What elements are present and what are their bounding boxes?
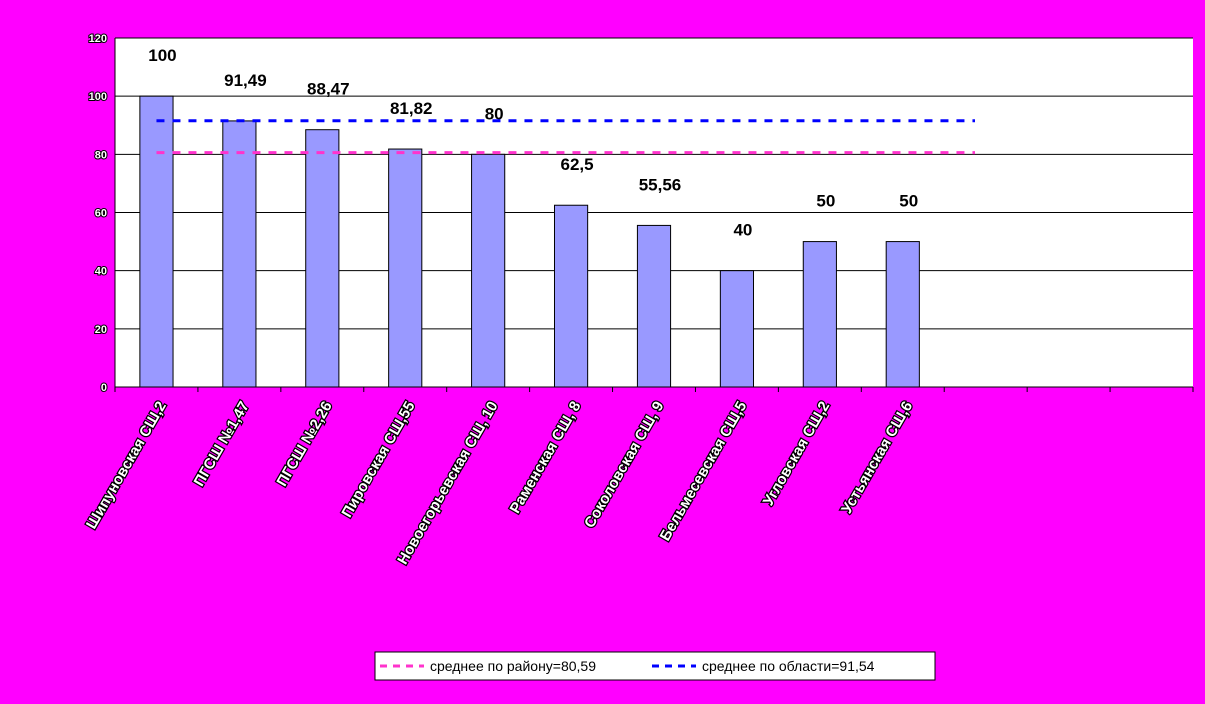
x-tick-label: Пировская СШ,55 — [338, 399, 418, 521]
bar — [802, 241, 837, 388]
x-tick-label: Раменская СШ, 8 — [507, 399, 585, 517]
y-tick-label: 0 — [101, 382, 107, 394]
x-tick-label: Бельмесевская СШ,5 — [657, 399, 751, 544]
x-tick-label: ПГСШ №2,26 — [274, 399, 336, 490]
value-label: 62,5 — [561, 155, 594, 174]
y-tick-label: 80 — [95, 149, 107, 161]
value-label: 40 — [733, 221, 752, 240]
y-tick-label: 100 — [89, 91, 107, 103]
x-tick-label: Новоегорьевская СШ, 10 — [394, 398, 501, 567]
bar — [139, 95, 174, 388]
x-tick-label: ПГСШ №1,47 — [191, 399, 253, 490]
bar — [222, 120, 257, 388]
bar — [885, 241, 920, 388]
bar — [471, 153, 506, 388]
bar — [553, 204, 589, 388]
bar — [388, 148, 423, 388]
bar — [719, 270, 755, 388]
value-label: 91,49 — [224, 71, 267, 90]
x-tick-label: Шипуновская СШ,2 — [83, 399, 170, 532]
y-tick-label: 60 — [95, 208, 107, 220]
y-tick-label: 20 — [95, 324, 107, 336]
value-label: 80 — [485, 104, 504, 123]
value-label: 88,47 — [307, 80, 350, 99]
x-tick-label: Угловская СШ,2 — [760, 399, 833, 509]
x-tick-label: Устьянская СШ,6 — [838, 399, 916, 517]
value-label: 50 — [899, 192, 918, 211]
value-label: 50 — [816, 192, 835, 211]
value-label: 100 — [148, 46, 176, 65]
y-tick-label: 40 — [95, 266, 107, 278]
x-tick-label: Соколовская СШ, 9 — [581, 399, 667, 531]
legend-label: среднее по области=91,54 — [702, 658, 875, 674]
value-label: 55,56 — [639, 175, 682, 194]
y-tick-label: 120 — [89, 33, 107, 45]
bar — [305, 129, 340, 388]
bar — [636, 224, 672, 388]
legend-label: среднее по району=80,59 — [430, 658, 596, 674]
value-label: 81,82 — [390, 99, 433, 118]
